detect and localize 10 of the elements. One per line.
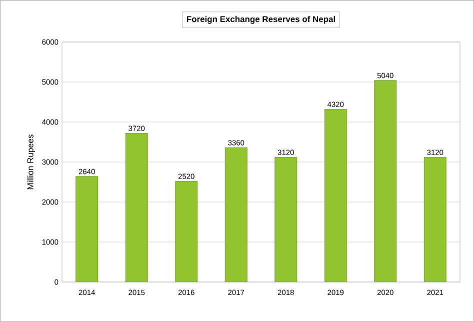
bar	[374, 80, 397, 282]
y-axis-title: Million Rupees	[27, 134, 36, 190]
bar	[424, 157, 446, 282]
bar	[125, 133, 148, 282]
bar	[324, 109, 347, 282]
bar	[175, 181, 198, 282]
bar	[274, 157, 298, 282]
chart-title: Foreign Exchange Reserves of Nepal	[186, 16, 335, 24]
bar	[224, 147, 248, 282]
bar	[76, 176, 98, 282]
